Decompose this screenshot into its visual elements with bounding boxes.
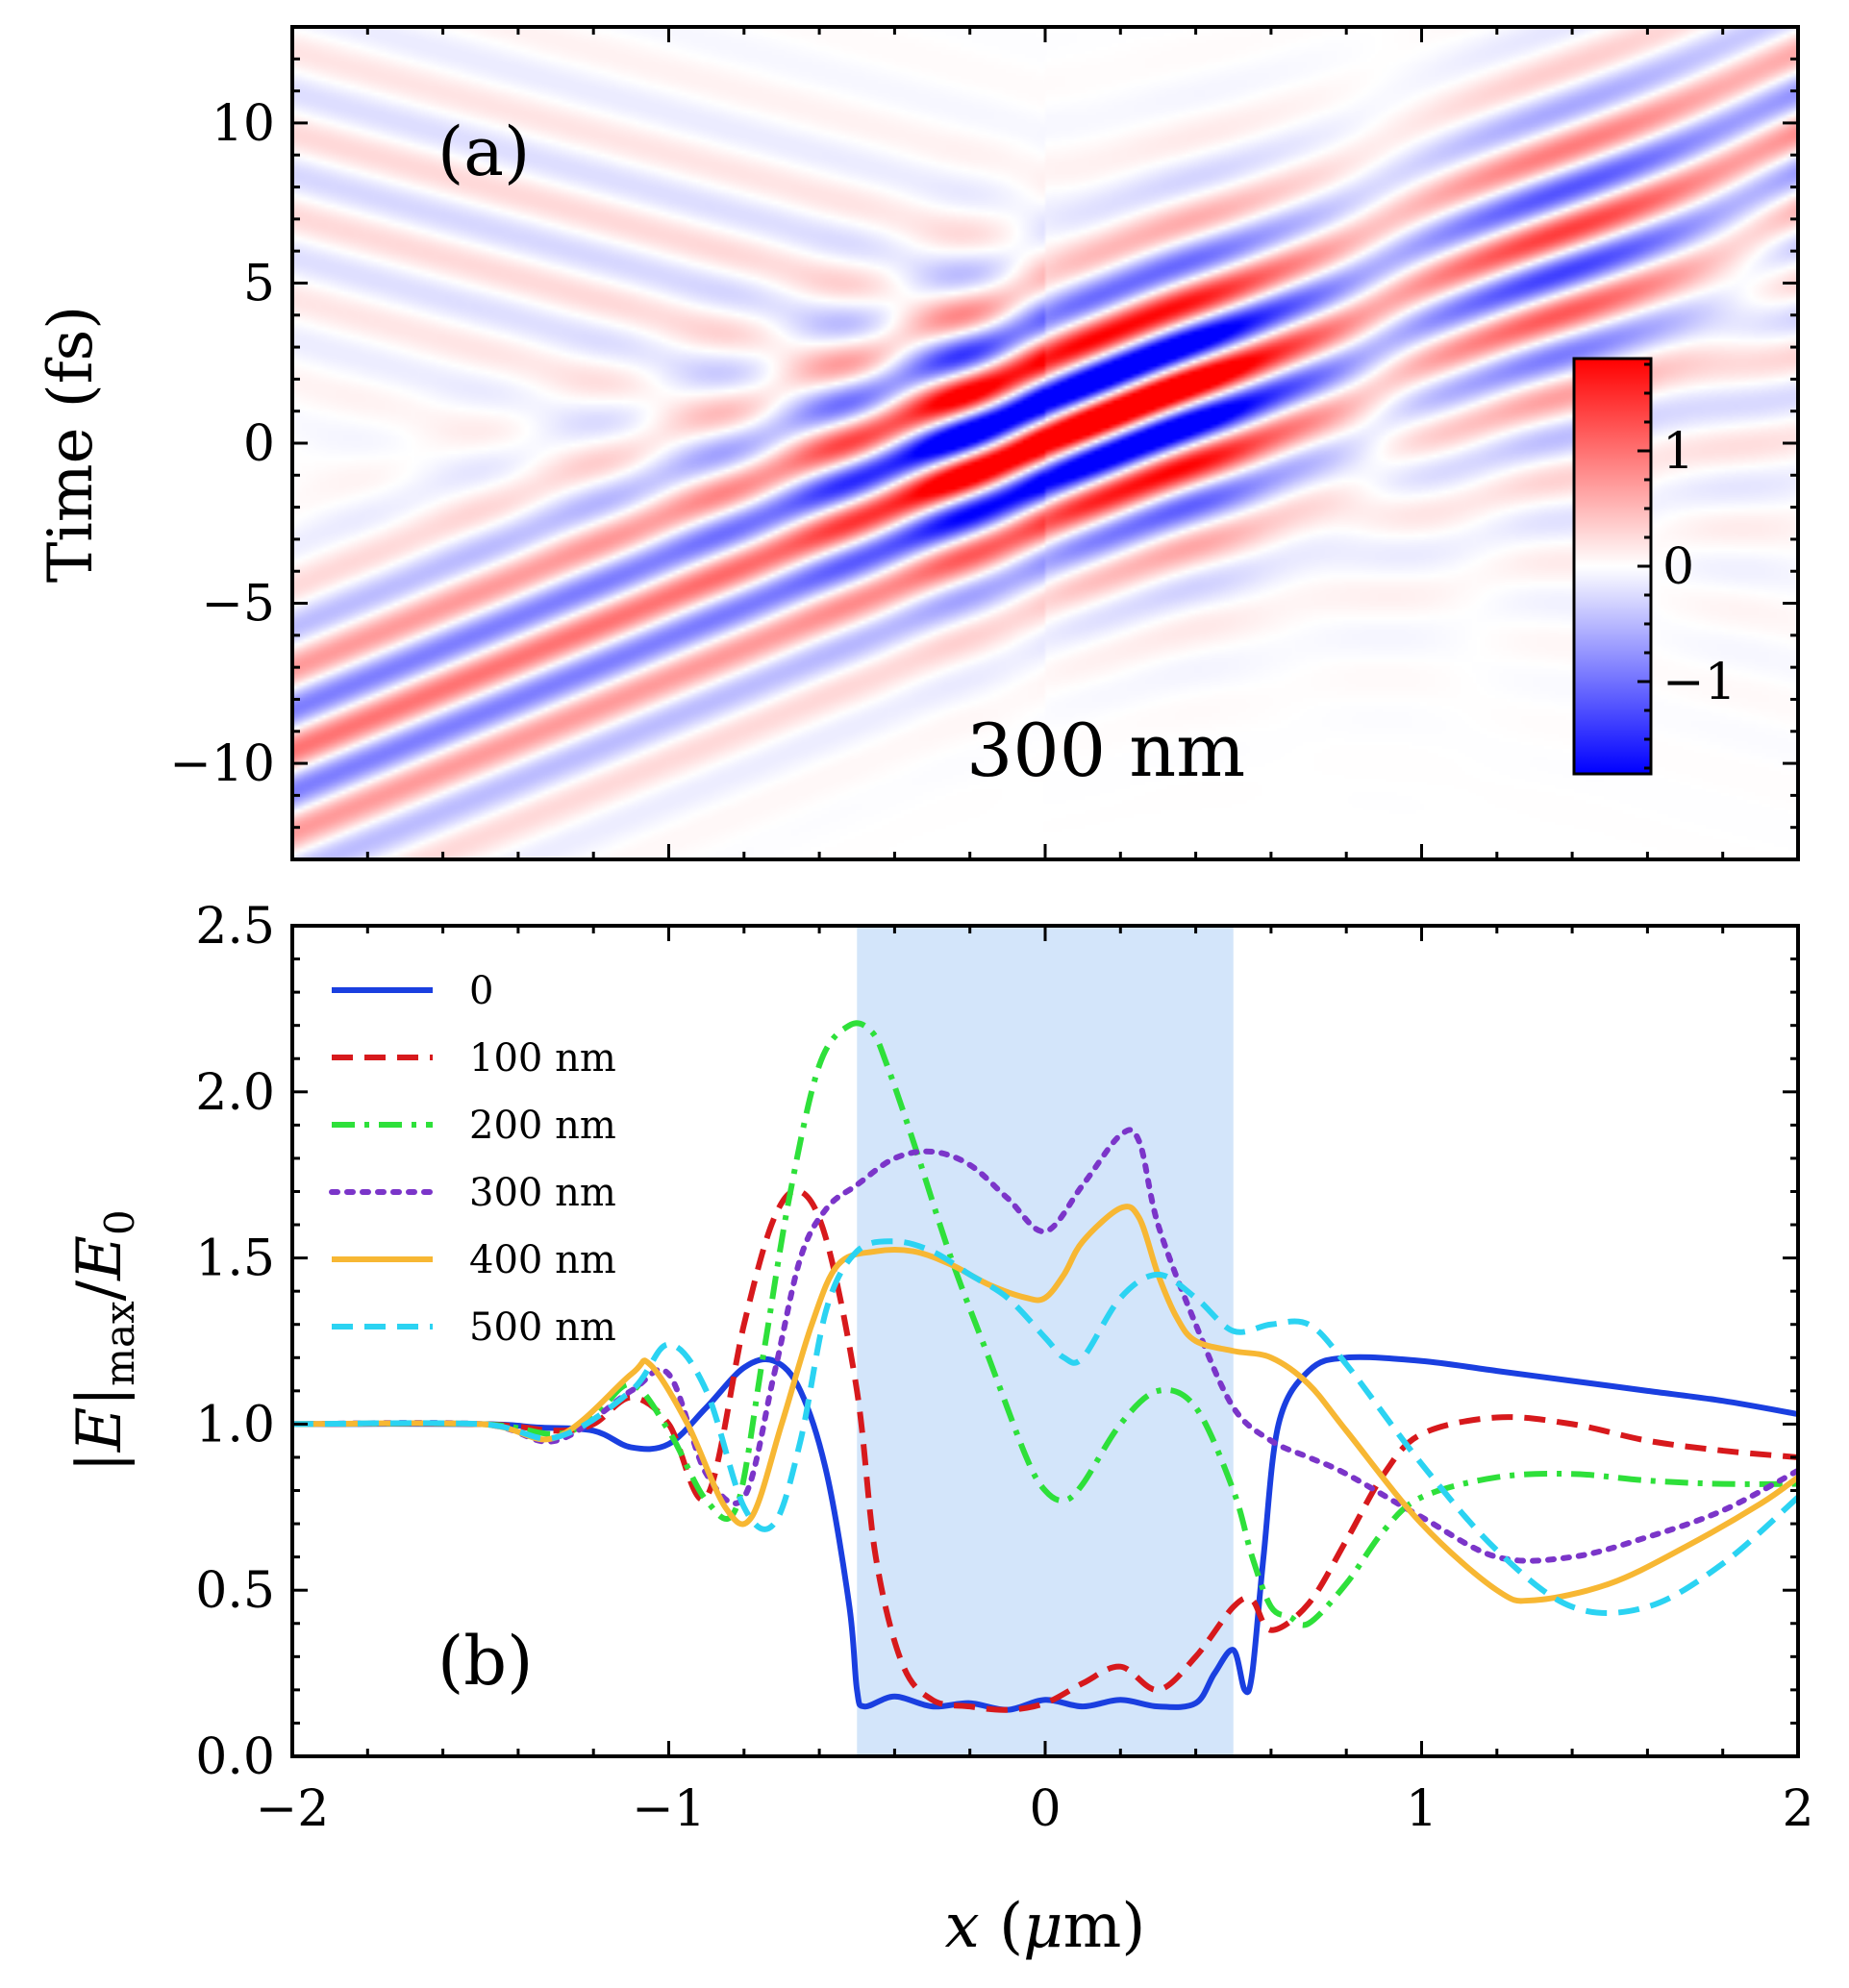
xtick-label: 2 — [1782, 1780, 1813, 1838]
series-line-0 — [292, 1354, 1798, 1713]
heatmap-image — [292, 27, 1798, 859]
colorbar: −1 0 1 — [1572, 357, 1737, 776]
series-line-2 — [292, 1020, 1798, 1628]
ytick-label: 5 — [243, 255, 275, 312]
ytick-label: 1.5 — [195, 1230, 275, 1288]
panel-b: 0.0 0.5 1.0 1.5 2.0 2.5 −2 −1 0 1 2 (b) 0 100 nm 20… — [64, 898, 1814, 1962]
xtick-label: 0 — [1029, 1780, 1061, 1838]
ytick-label: 10 — [212, 95, 275, 153]
series-line-1 — [292, 1187, 1798, 1713]
panel-a-ylabel: Time (fs) — [36, 306, 107, 584]
panel-a-label: (a) — [437, 112, 530, 191]
xtick-label: 1 — [1406, 1780, 1437, 1838]
panel-a-annotation: 300 nm — [966, 708, 1245, 793]
ytick-label: 1.0 — [195, 1396, 275, 1454]
xtick-label: −1 — [632, 1780, 706, 1838]
legend-label: 100 nm — [469, 1036, 616, 1081]
legend-label: 0 — [469, 969, 493, 1013]
panel-b-ticks — [290, 924, 1800, 1758]
panel-b-xlabel: x (μm) — [945, 1891, 1146, 1962]
series-line-5 — [292, 1238, 1798, 1616]
ytick-label: 0.5 — [195, 1562, 275, 1620]
panel-a-ticks — [290, 27, 1800, 859]
ytick-label: 0 — [243, 415, 275, 473]
legend: 0 100 nm 200 nm 300 nm 400 nm 500 nm — [329, 969, 616, 1350]
ytick-label: −10 — [169, 735, 275, 793]
series-line-4 — [292, 1204, 1798, 1604]
panel-b-xtick-labels: −2 −1 0 1 2 — [256, 1780, 1814, 1838]
xtick-label: −2 — [256, 1780, 330, 1838]
colorbar-tick-label: 1 — [1662, 423, 1694, 481]
ytick-label: 0.0 — [195, 1728, 275, 1786]
panel-b-ytick-labels: 0.0 0.5 1.0 1.5 2.0 2.5 — [195, 898, 275, 1786]
ytick-label: −5 — [201, 576, 275, 634]
panel-b-lines — [292, 1020, 1798, 1713]
panel-b-label: (b) — [437, 1622, 533, 1701]
ytick-label: 2.5 — [195, 898, 275, 956]
legend-label: 200 nm — [469, 1104, 616, 1148]
legend-label: 300 nm — [469, 1171, 616, 1215]
panel-a-ytick-labels: −10 −5 0 5 10 — [169, 95, 275, 793]
colorbar-ticks: −1 0 1 — [1637, 362, 1737, 770]
ytick-label: 2.0 — [195, 1064, 275, 1122]
colorbar-tick-label: 0 — [1662, 538, 1694, 596]
panel-b-ylabel: |E|max/E0 — [64, 1209, 143, 1472]
legend-label: 500 nm — [469, 1305, 616, 1350]
colorbar-tick-label: −1 — [1662, 654, 1737, 711]
legend-label: 400 nm — [469, 1238, 616, 1282]
